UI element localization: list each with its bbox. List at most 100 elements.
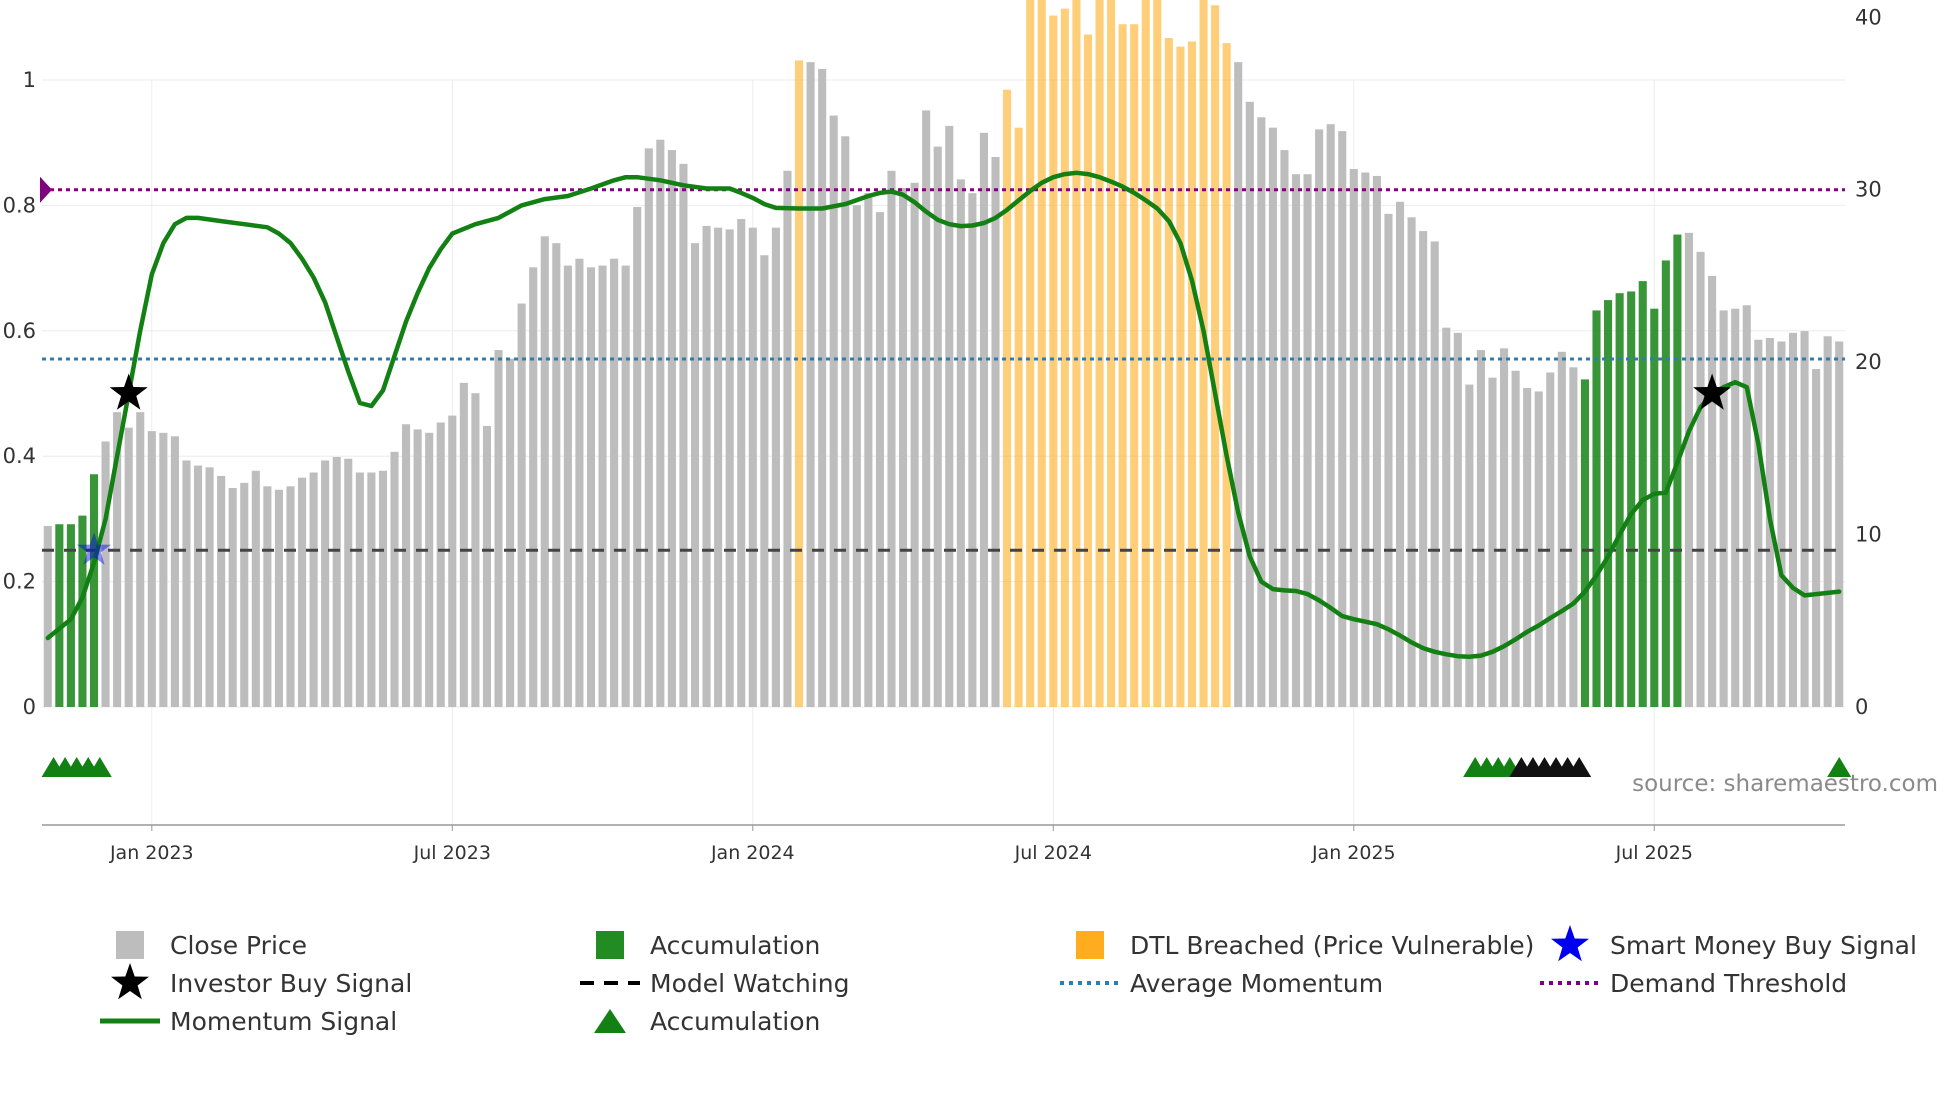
close-price-bar	[644, 148, 653, 707]
close-price-bar	[621, 265, 630, 707]
close-price-bar	[1800, 331, 1809, 707]
close-price-bar	[124, 427, 133, 707]
close-price-bar	[1372, 175, 1381, 707]
close-price-bar	[875, 212, 884, 707]
accumulation-marker	[1827, 757, 1852, 777]
legend-label: Smart Money Buy Signal	[1610, 931, 1917, 960]
close-price-bar	[1430, 241, 1439, 707]
dtl-breached-bar	[1049, 15, 1058, 708]
legend-label: Accumulation	[650, 931, 820, 960]
close-price-bar	[1384, 213, 1393, 707]
close-price-bar	[899, 188, 908, 708]
close-price-bar	[679, 163, 688, 707]
dtl-breached-bar	[1222, 43, 1231, 707]
close-price-bar	[367, 472, 376, 707]
dtl-breached-bar	[1199, 0, 1208, 707]
accumulation-markers	[41, 757, 1852, 777]
legend-item: Smart Money Buy Signal	[1551, 925, 1917, 962]
close-price-bar	[702, 225, 711, 707]
accumulation-bar	[1673, 234, 1682, 708]
x-tick-label: Jan 2025	[1311, 842, 1396, 864]
close-price-bar	[575, 258, 584, 707]
close-price-bar	[829, 115, 838, 707]
close-price-bar	[1326, 124, 1335, 708]
close-price-bar	[552, 243, 561, 707]
momentum-signal-path	[45, 170, 1842, 660]
dtl-breached-bar	[1014, 127, 1023, 708]
close-price-bar	[517, 303, 526, 707]
close-price-bar	[1442, 327, 1451, 707]
close-price-bar	[1500, 348, 1509, 707]
dtl-breached-bar	[1164, 37, 1173, 707]
close-price-bar	[228, 488, 237, 707]
close-price-bar	[1465, 384, 1474, 707]
legend-item: DTL Breached (Price Vulnerable)	[1076, 931, 1534, 960]
close-price-bar	[286, 486, 295, 707]
legend-triangle-icon	[594, 1009, 626, 1033]
close-price-bar	[956, 179, 965, 707]
close-price-bar	[471, 393, 480, 707]
close-price-bar	[205, 467, 214, 707]
y-right-tick-label: 10	[1855, 523, 1882, 547]
close-price-bar	[217, 475, 226, 707]
investor-buy-signal-star	[109, 373, 148, 410]
close-price-bar	[170, 436, 179, 707]
close-price-bar	[771, 227, 780, 707]
close-price-bar	[1303, 174, 1312, 707]
accumulation-bar	[1580, 379, 1589, 707]
close-price-bar	[922, 110, 931, 708]
close-price-bar	[586, 267, 596, 707]
close-price-bar	[1280, 150, 1289, 707]
x-tick-label: Jan 2024	[710, 842, 795, 864]
y-left-tick-label: 0.2	[3, 570, 36, 594]
close-price-bar	[1257, 117, 1266, 707]
accumulation-bar	[1661, 260, 1670, 707]
close-price-bar	[1777, 341, 1786, 707]
y-left-tick-label: 1	[23, 68, 36, 92]
dtl-breached-bar	[1176, 46, 1185, 708]
close-price-bar	[667, 150, 676, 707]
close-price-bar	[818, 69, 827, 708]
legend-label: Momentum Signal	[170, 1007, 397, 1036]
legend-label: Model Watching	[650, 969, 850, 998]
momentum-signal-line	[45, 170, 1842, 660]
close-price-bar	[1395, 201, 1405, 708]
close-price-bar	[1234, 62, 1243, 708]
demand-threshold-marker	[40, 176, 52, 203]
legend-swatch	[596, 931, 624, 959]
close-price-bar	[251, 470, 260, 707]
close-price-bar	[725, 229, 734, 707]
close-price-bar	[159, 432, 168, 707]
legend-item: Close Price	[116, 931, 307, 960]
close-price-bar	[806, 62, 815, 708]
close-price-bar	[540, 236, 549, 707]
dtl-breached-bar	[794, 60, 804, 707]
close-price-bar	[1557, 351, 1566, 707]
y-left-tick-label: 0.8	[3, 193, 36, 217]
legend: Close Price Accumulation DTL Breached (Pri…	[100, 925, 1917, 1036]
close-price-bar	[1349, 169, 1358, 707]
x-tick-label: Jul 2024	[1014, 842, 1092, 864]
legend-swatch	[1076, 931, 1104, 959]
close-price-bar	[783, 170, 792, 708]
close-price-bar	[113, 412, 122, 707]
close-price-bar	[991, 156, 1000, 708]
smart-money-buy-signal-star	[76, 532, 112, 565]
close-price-bar	[1268, 127, 1277, 708]
legend-label: Demand Threshold	[1610, 969, 1847, 998]
legend-item: Investor Buy Signal	[111, 963, 412, 1000]
legend-item: Demand Threshold	[1540, 969, 1847, 998]
close-price-bar	[887, 170, 896, 708]
dtl-breached-bar	[1072, 0, 1081, 707]
close-price-bar	[1696, 251, 1705, 707]
close-price-bar	[656, 139, 665, 708]
dtl-breached-bar	[1118, 24, 1127, 707]
dtl-breached-bar	[1187, 41, 1197, 707]
y-left-tick-label: 0.4	[3, 444, 36, 468]
close-price-bar	[101, 441, 110, 707]
close-price-bar	[1708, 275, 1717, 707]
close-price-bar	[321, 460, 330, 707]
close-price-bar	[1523, 388, 1532, 707]
